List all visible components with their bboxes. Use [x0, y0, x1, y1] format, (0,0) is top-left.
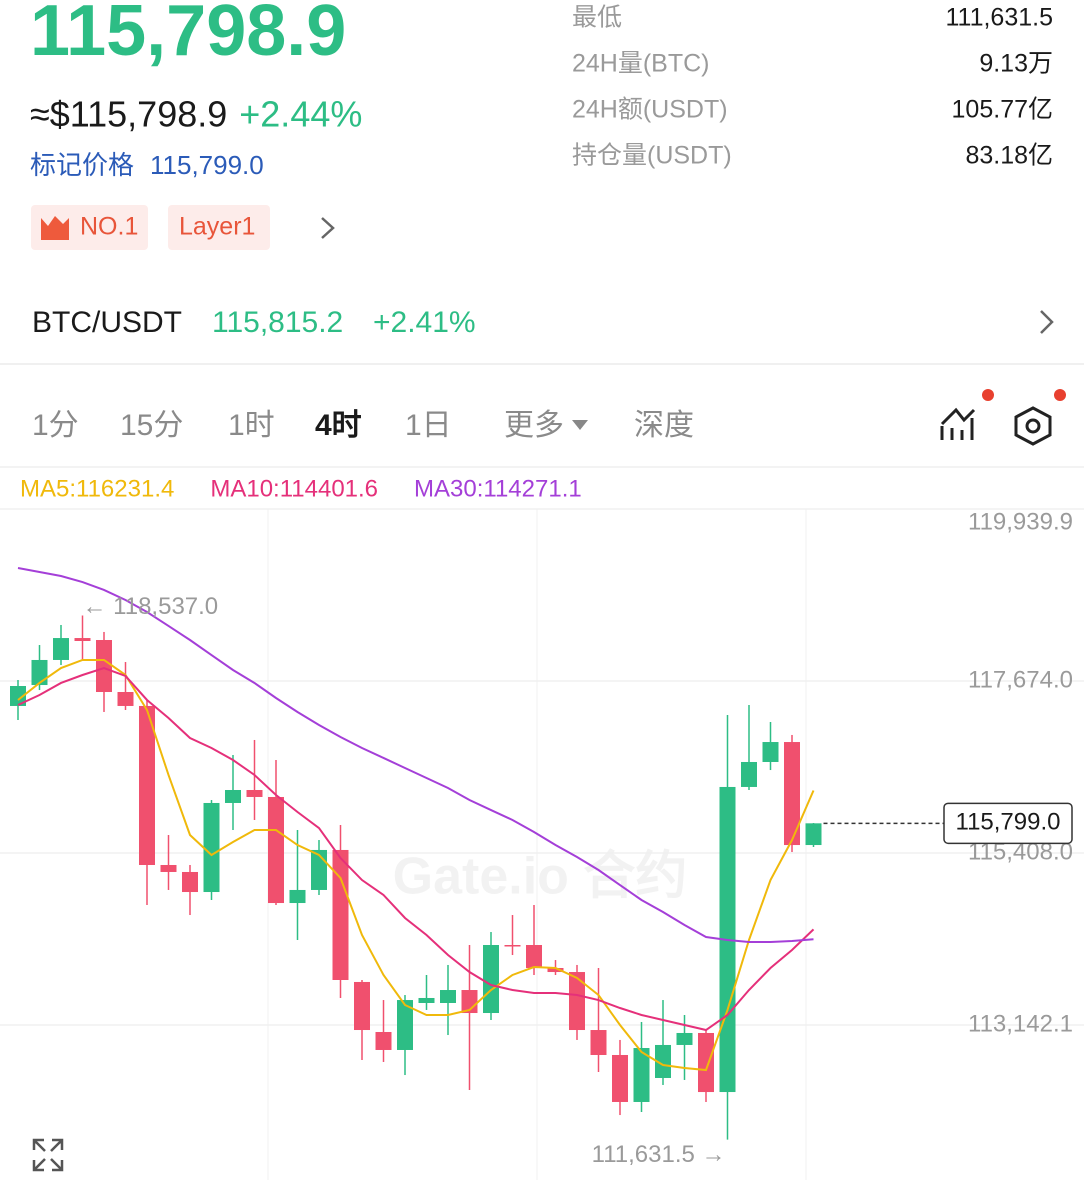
badge — [982, 389, 994, 401]
pair-price: 115,815.2 — [212, 306, 343, 339]
tab[interactable]: 深度 — [634, 409, 694, 442]
candle-body — [53, 638, 69, 660]
tab[interactable]: 1分 — [32, 409, 79, 442]
usd-price: ≈$115,798.9 — [30, 94, 227, 135]
candle-body — [289, 889, 306, 904]
badge — [1054, 389, 1066, 401]
tag[interactable] — [168, 205, 270, 250]
candle-body — [655, 1044, 671, 1078]
candle-body — [246, 790, 263, 797]
candle-body — [418, 997, 435, 1003]
tab[interactable]: 1日 — [405, 409, 452, 442]
tab[interactable]: 4时 — [315, 409, 362, 442]
candle-body — [182, 871, 198, 893]
candle-body — [332, 849, 349, 980]
stat-label: 24H量(BTC) — [572, 50, 710, 78]
stat-label: 最低 — [572, 4, 622, 32]
tag-label: Layer1 — [179, 213, 255, 241]
candle-body — [440, 990, 456, 1003]
tag-icon — [41, 216, 69, 240]
legend: MA5:116231.4 MA10:114401.6 MA30:114271.1 — [20, 475, 582, 502]
candle-body — [633, 1048, 650, 1102]
ma-line — [17, 658, 815, 1072]
pair-change: +2.41% — [373, 306, 476, 339]
high-label: ← 118,537.0 — [83, 593, 219, 620]
stat-value: 9.13万 — [979, 50, 1053, 78]
candle-body — [590, 1030, 607, 1055]
mark-price: 115,799.0 — [150, 150, 264, 180]
chart: Gate.io 合约 110,876.2113,142.1115,408.011… — [0, 508, 1084, 1180]
watermark: Gate.io 合约 — [393, 848, 688, 906]
candle-body — [698, 1032, 714, 1093]
stat-value: 111,631.5 — [945, 4, 1053, 32]
ma-line — [17, 666, 815, 1032]
candle-body — [504, 945, 521, 947]
settings-icon[interactable] — [1014, 406, 1052, 446]
tab[interactable]: 15分 — [120, 409, 183, 442]
chevron[interactable] — [321, 217, 335, 239]
stats: 最低 111,631.5 24H量(BTC) 9.13万 24H额(USDT) 105.7… — [572, 4, 1053, 170]
legend-entry: MA5:116231.4 — [20, 475, 174, 502]
tag-label: NO.1 — [80, 213, 138, 241]
candle-body — [805, 823, 822, 846]
stat-label: 持仓量(USDT) — [572, 142, 732, 170]
current-price-label: 115,799.0 — [956, 809, 1061, 836]
legend-entry: MA10:114401.6 — [210, 475, 378, 502]
dropdown-arrow[interactable] — [572, 420, 588, 430]
candle-body — [139, 705, 155, 865]
candle-body — [762, 742, 779, 762]
candle-body — [354, 981, 370, 1031]
y-tick-label: 113,142.1 — [968, 1010, 1073, 1037]
candle-body — [160, 864, 177, 872]
candle-body — [612, 1054, 628, 1102]
candle-body — [10, 686, 26, 706]
divider — [0, 466, 1084, 468]
legend-entry: MA30:114271.1 — [414, 475, 582, 502]
stat-value: 83.18亿 — [965, 142, 1053, 170]
chevron[interactable] — [1040, 310, 1054, 334]
candle-body — [117, 692, 134, 706]
tabs: 1分 15分 1时 4时 1日 更多 深度 — [32, 409, 694, 442]
low-label: 111,631.5 → — [592, 1141, 726, 1168]
candle-body — [483, 945, 499, 1014]
candle-body — [569, 972, 585, 1031]
mark-price-label: 标记价格 — [30, 150, 134, 180]
current-price-box — [943, 802, 1073, 845]
y-tick-label: 119,939.9 — [968, 508, 1073, 535]
ma-line — [17, 566, 814, 943]
candle-body — [268, 796, 284, 904]
candle-body — [74, 638, 91, 641]
candle-body — [375, 1031, 392, 1050]
stat-value: 105.77亿 — [952, 96, 1053, 124]
stat-label: 24H额(USDT) — [572, 96, 728, 124]
candle-body — [526, 945, 542, 969]
divider — [0, 363, 1084, 365]
candle-body — [784, 742, 800, 846]
candle-body — [96, 640, 112, 693]
candle-body — [31, 659, 48, 686]
price-change: +2.44% — [239, 94, 362, 135]
tab[interactable]: 1时 — [228, 409, 275, 442]
last-price: 115,798.9 — [30, 0, 346, 71]
candle-body — [676, 1032, 693, 1045]
candle-body — [741, 761, 757, 787]
fullscreen-icon[interactable] — [32, 1138, 64, 1172]
candle-body — [225, 790, 241, 803]
tab[interactable]: 更多 — [504, 409, 564, 442]
settings-icon-center — [1025, 418, 1041, 434]
candle-body — [397, 1000, 413, 1050]
indicator-icon[interactable] — [940, 407, 976, 440]
y-tick-label: 117,674.0 — [968, 666, 1073, 693]
candle-body — [547, 968, 564, 973]
candle-body — [203, 802, 220, 893]
pair-name[interactable]: BTC/USDT — [32, 306, 182, 339]
